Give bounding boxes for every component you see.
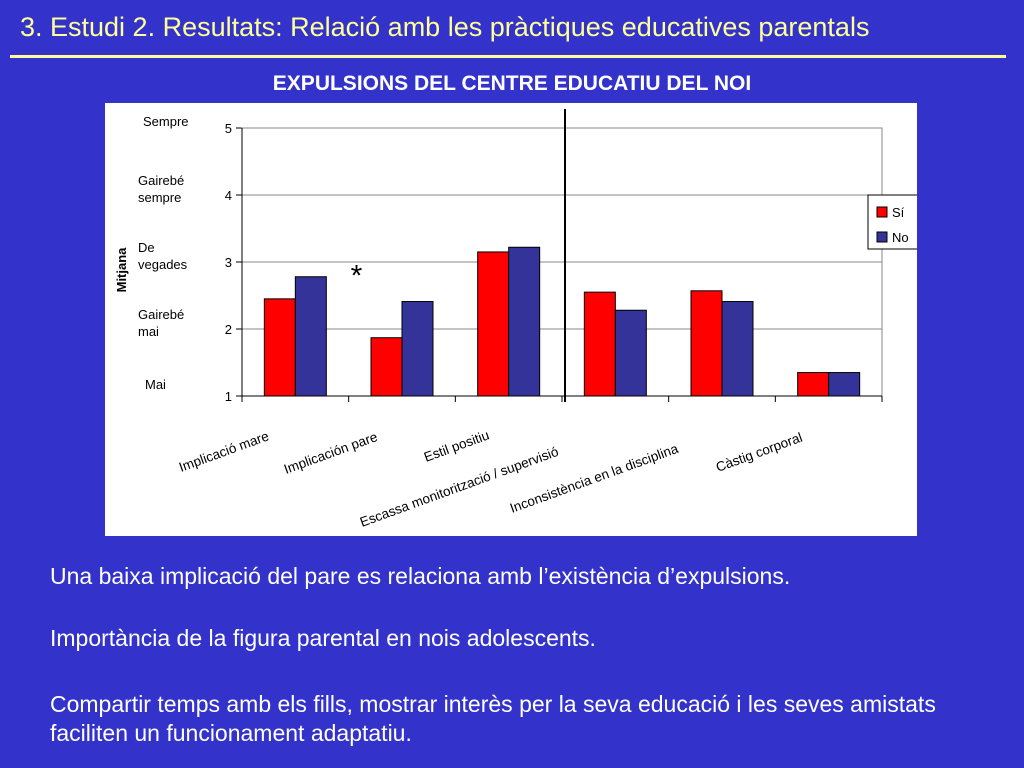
bar-no-1: [401, 301, 434, 397]
bar-si-2: [477, 251, 510, 397]
scale-label: Gairebé sempre: [138, 173, 184, 205]
finding-paragraph-2: Importància de la figura parental en noi…: [50, 625, 596, 651]
y-axis-title: Mitjana: [114, 247, 129, 293]
chart-heading: EXPULSIONS DEL CENTRE EDUCATIU DEL NOI: [272, 72, 752, 95]
legend-swatch-si: [876, 206, 888, 218]
bar-no-4: [721, 301, 754, 397]
bar-si-1: [370, 337, 403, 397]
slide-title: 3. Estudi 2. Resultats: Relació amb les …: [20, 12, 870, 42]
x-category-label: Implicación pare: [282, 429, 379, 477]
bar-no-2: [508, 246, 541, 397]
x-category-label: Estil positiu: [422, 427, 491, 464]
x-category-label: Càstig corporal: [714, 430, 804, 475]
bar-no-0: [294, 276, 327, 397]
chart-panel: 1 2 3 4 5 Mai Gairebé mai De vegades Gairebé sempre…: [105, 103, 917, 536]
title-underline: [10, 55, 1006, 58]
legend-box: [867, 194, 917, 250]
legend-label: Sí: [892, 205, 905, 220]
y-tick-label: 3: [225, 255, 232, 270]
bar-si-4: [690, 290, 723, 397]
significance-asterisk: *: [351, 259, 363, 292]
bar-si-0: [263, 298, 296, 397]
bar-si-5: [797, 372, 830, 397]
bar-no-3: [614, 309, 647, 397]
x-category-label: Implicació mare: [177, 428, 271, 474]
scale-label: Mai: [145, 377, 166, 392]
legend-swatch-no: [876, 231, 888, 243]
bar-chart: 1 2 3 4 5 Mai Gairebé mai De vegades Gairebé sempre…: [114, 109, 917, 530]
scale-label: Sempre: [143, 114, 189, 129]
scale-label: Gairebé mai: [138, 307, 184, 339]
y-tick-label: 5: [225, 121, 232, 136]
x-category-label: Escassa monitorització / supervisió: [358, 444, 561, 530]
finding-paragraph-3: Compartir temps amb els fills, mostrar i…: [50, 691, 936, 746]
y-tick-label: 1: [225, 389, 232, 404]
bar-si-3: [583, 291, 616, 397]
bar-no-5: [828, 372, 861, 397]
y-tick-label: 2: [225, 322, 232, 337]
legend-label: No: [892, 230, 909, 245]
finding-paragraph-1: Una baixa implicació del pare es relacio…: [50, 563, 791, 589]
y-tick-label: 4: [225, 188, 232, 203]
scale-label: De vegades: [138, 240, 188, 272]
